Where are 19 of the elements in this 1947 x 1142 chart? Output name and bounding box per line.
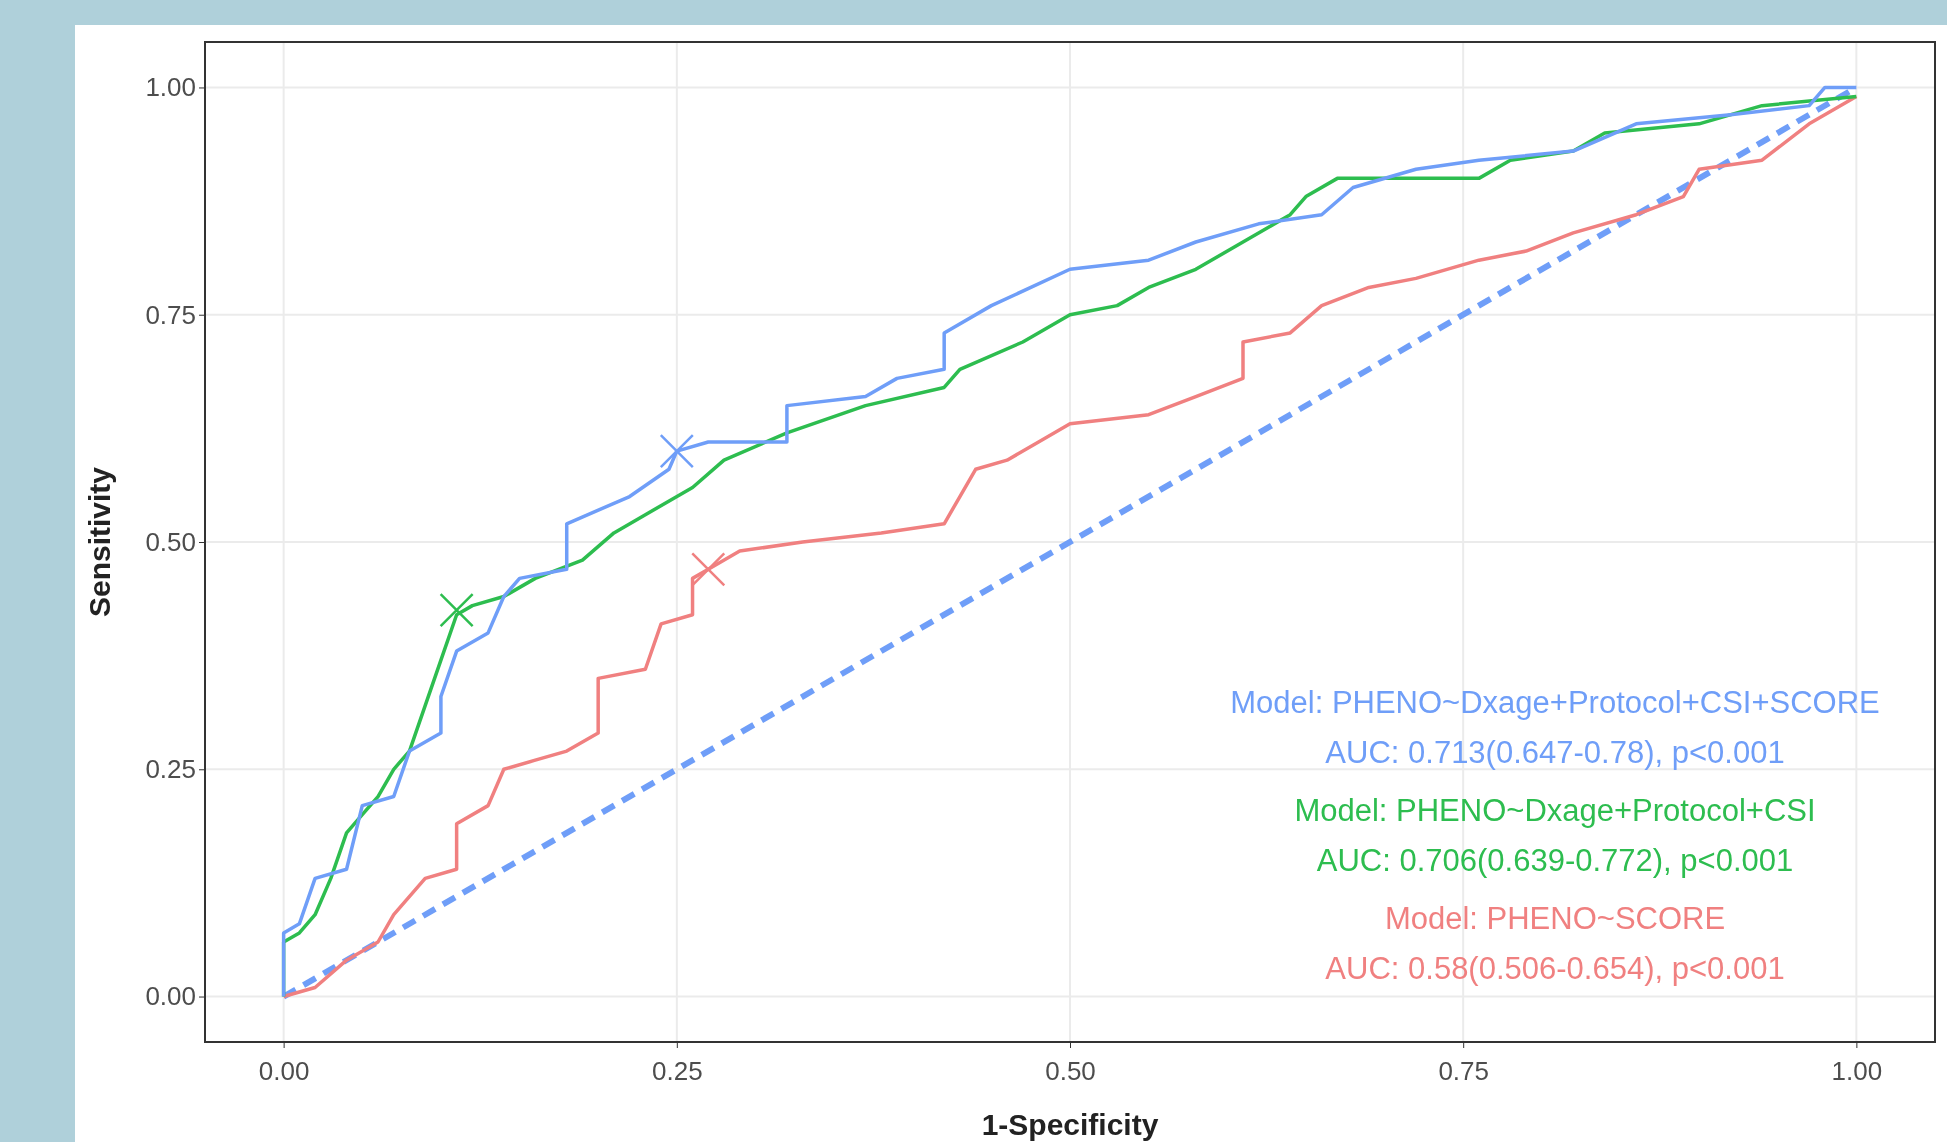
point [439,592,474,628]
x-tick-label: 0.25 [652,1055,703,1086]
x-tick-label: 0.00 [258,1055,310,1086]
x-axis-title: 1-Specificity [981,1108,1159,1141]
y-tick-label: 0.25 [145,754,196,785]
y-tick-label: 0.75 [145,299,196,330]
annotation: AUC: 0.706(0.639-0.772), p<0.001 [1316,843,1794,878]
annotation: Model: PHENO~SCORE [1384,901,1726,936]
annotation: AUC: 0.713(0.647-0.78), p<0.001 [1325,735,1785,770]
y-tick-label: 0.50 [145,526,196,557]
x-tick-label: 1.00 [1831,1055,1883,1086]
annotation: Model: PHENO~Dxage+Protocol+CSI+SCORE [1230,685,1880,720]
x-tick-label: 0.50 [1045,1055,1096,1086]
y-axis-title: Sensitivity [83,466,116,618]
y-tick-label: 1.00 [145,72,196,103]
annotation: Model: PHENO~Dxage+Protocol+CSI [1294,793,1816,828]
y-tick-label: 0.00 [145,981,196,1012]
x-tick-label: 0.75 [1438,1055,1489,1086]
annotation: AUC: 0.58(0.506-0.654), p<0.001 [1325,951,1785,986]
